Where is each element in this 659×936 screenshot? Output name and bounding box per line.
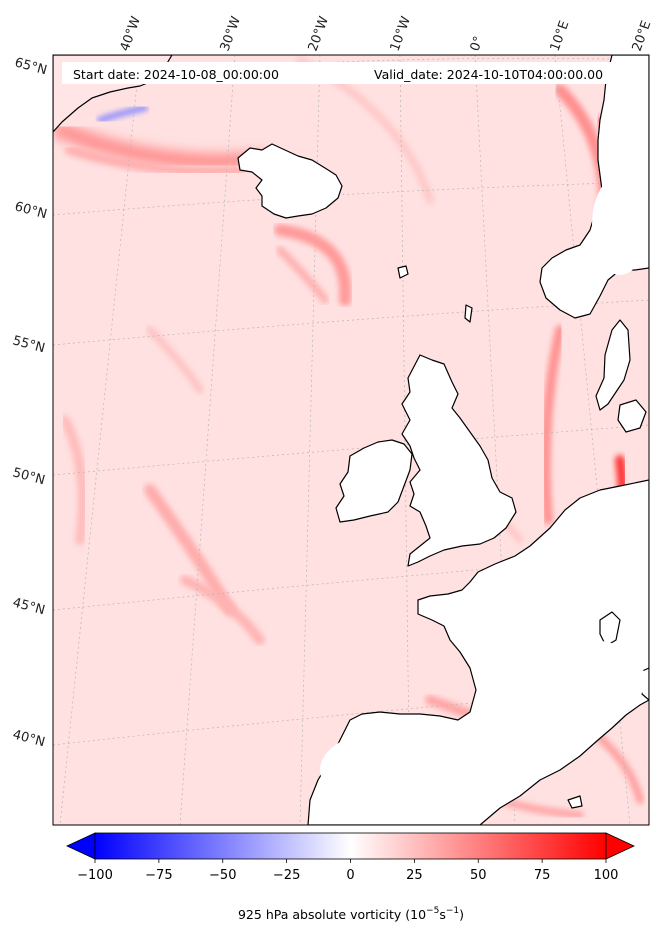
header-strip — [62, 62, 638, 84]
lon-label-0: 0° — [468, 34, 487, 53]
lat-label-50n: 50°N — [11, 465, 47, 488]
colorbar-tick-label: −50 — [209, 868, 236, 883]
lon-label-40w: 40°W — [118, 14, 144, 53]
colorbar-tick-label: −75 — [145, 868, 172, 883]
colorbar-tick-label: 25 — [406, 868, 423, 883]
colorbar-tick-label: 50 — [470, 868, 487, 883]
graticule — [53, 55, 649, 825]
denmark-islands — [617, 399, 647, 433]
mallorca — [567, 795, 583, 809]
map-area — [53, 55, 649, 825]
lon-label-30w: 30°W — [218, 14, 244, 53]
valid-date-label: Valid_date: 2024-10-10T04:00:00.00 — [374, 67, 603, 82]
lat-label-40n: 40°N — [11, 727, 47, 750]
colorbar-tick-label: 0 — [346, 868, 354, 883]
colorbar-tick-label: 75 — [534, 868, 551, 883]
corsica — [599, 611, 621, 647]
latitude-labels: 65°N 60°N 55°N 50°N 45°N 40°N — [11, 55, 49, 750]
shetland — [464, 304, 473, 323]
lon-label-20e: 20°E — [630, 19, 655, 54]
low-vorticity-land — [320, 175, 648, 810]
ireland — [335, 439, 413, 523]
colorbar: −100 −75 −50 −25 0 25 50 75 100 925 hPa absolute… — [66, 832, 635, 922]
colorbar-tick-label: −100 — [77, 868, 113, 883]
lat-label-55n: 55°N — [11, 333, 47, 356]
colorbar-extend-max — [605, 832, 635, 860]
iceland — [237, 143, 343, 219]
colorbar-ticks: −100 −75 −50 −25 0 25 50 75 100 — [77, 859, 618, 883]
denmark-baltic — [595, 319, 631, 411]
start-date-label: Start date: 2024-10-08_00:00:00 — [73, 67, 279, 82]
faroe — [397, 265, 409, 279]
lat-label-65n: 65°N — [13, 55, 49, 78]
longitude-labels: 40°W 30°W 20°W 10°W 0° 10°E 20°E — [118, 14, 655, 53]
lat-label-45n: 45°N — [11, 595, 47, 618]
lon-label-10e: 10°E — [548, 19, 573, 54]
colorbar-title: 925 hPa absolute vorticity (10−5s−1) — [238, 906, 464, 922]
colorbar-body — [94, 832, 607, 860]
lon-label-10w: 10°W — [388, 14, 414, 53]
map-frame — [52, 54, 650, 826]
colorbar-extend-min — [66, 832, 96, 860]
lat-label-60n: 60°N — [13, 199, 49, 222]
colorbar-tick-label: −25 — [273, 868, 300, 883]
colorbar-tick-label: 100 — [594, 868, 619, 883]
lon-label-20w: 20°W — [306, 14, 332, 53]
great-britain — [401, 354, 517, 567]
